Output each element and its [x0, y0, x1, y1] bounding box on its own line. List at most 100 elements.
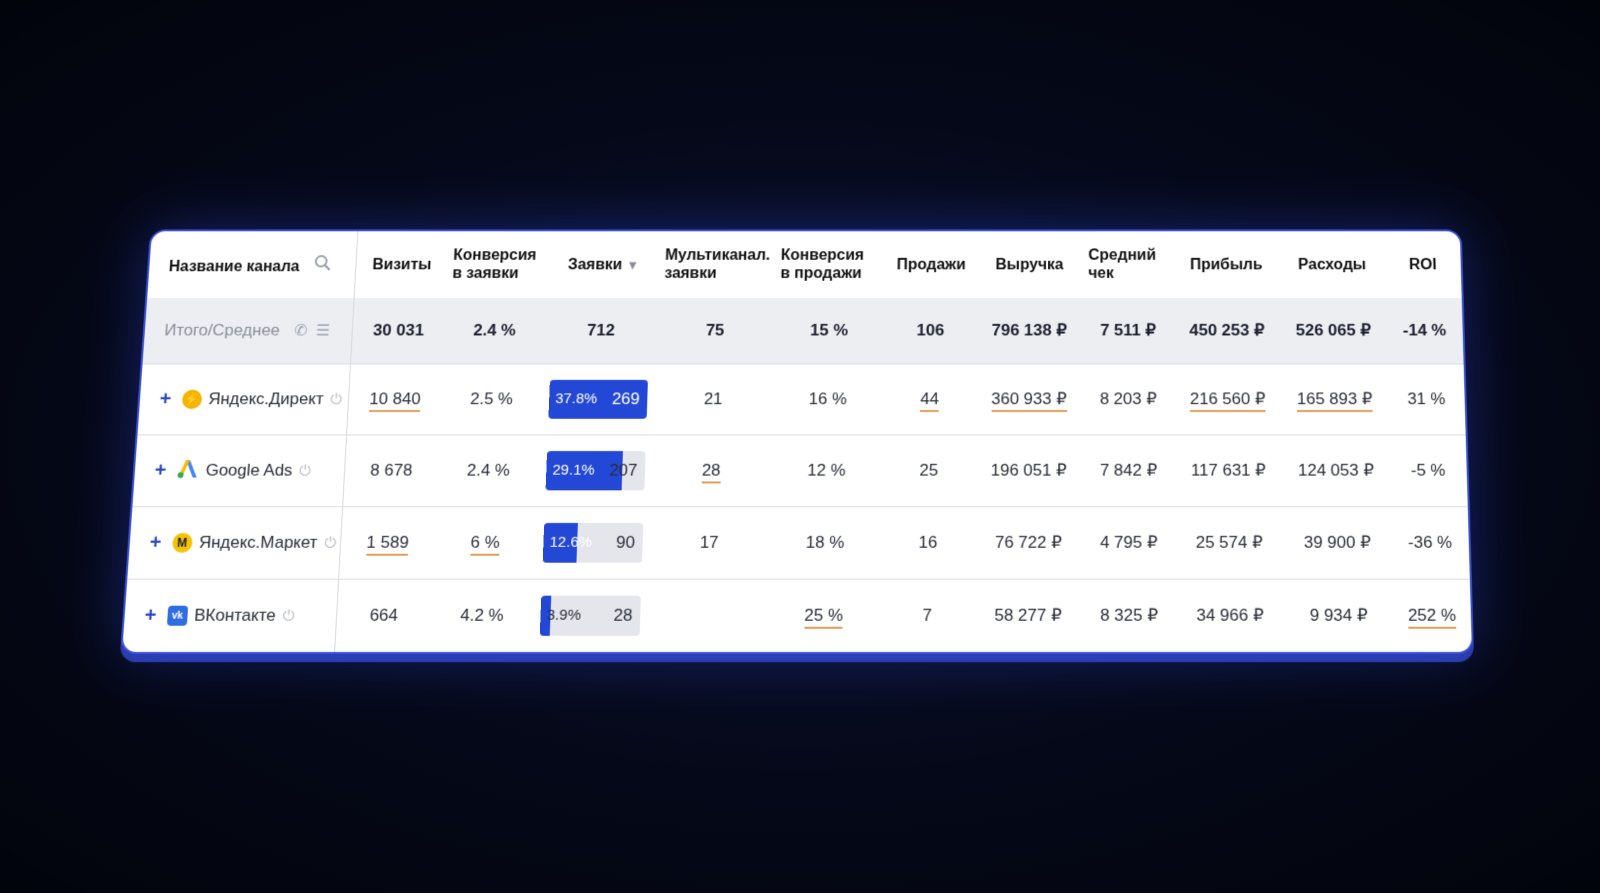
channels-table: Название канала Визиты Конверсия в заявки… — [122, 231, 1472, 652]
plug-icon[interactable]: ⏻ — [282, 607, 295, 624]
report-table-card: Название канала Визиты Конверсия в заявки… — [120, 229, 1474, 654]
total-multichannel: 75 — [656, 298, 774, 364]
avg-check-cell: 8 325 ₽ — [1083, 579, 1176, 652]
col-roi[interactable]: ROI — [1384, 231, 1461, 298]
conv-leads-cell: 4.2 % — [428, 579, 535, 652]
col-conv-leads[interactable]: Конверсия в заявки — [445, 231, 549, 298]
channel-name: Яндекс.Маркет — [198, 533, 318, 553]
total-revenue: 796 138 ₽ — [976, 298, 1083, 364]
total-leads: 712 — [544, 298, 658, 364]
col-conv-sales[interactable]: Конверсия в продажи — [774, 231, 886, 298]
profit-cell[interactable]: 216 560 ₽ — [1174, 364, 1282, 435]
sales-cell[interactable]: 44 — [883, 364, 976, 435]
table-row[interactable]: + M Яндекс.Маркет ⏻ 1 589 6 % 12.6% 90 — [127, 507, 1470, 580]
search-icon[interactable] — [313, 258, 331, 274]
total-label: Итого/Среднее — [164, 321, 281, 339]
leads-cell[interactable]: 37.8% 269 — [541, 364, 656, 435]
total-row: Итого/Среднее ✆ ☰ 30 031 2.4 % 712 75 15… — [143, 298, 1464, 364]
plug-icon[interactable]: ⏻ — [324, 534, 337, 551]
revenue-cell: 76 722 ₽ — [974, 507, 1082, 580]
conv-sales-cell: 16 % — [771, 364, 884, 435]
profit-cell: 25 574 ₽ — [1175, 507, 1284, 580]
channel-cell: + ⚡ Яндекс.Директ ⏻ — [138, 364, 351, 435]
leads-bar: 37.8% 269 — [549, 380, 649, 419]
col-sales[interactable]: Продажи — [885, 231, 977, 298]
total-expenses: 526 065 ₽ — [1280, 298, 1388, 364]
expenses-cell: 39 900 ₽ — [1283, 507, 1393, 580]
conv-leads-cell[interactable]: 6 % — [432, 507, 538, 580]
col-multichannel[interactable]: Мультиканал. заявки — [658, 231, 776, 298]
sales-cell: 25 — [882, 435, 975, 507]
plug-icon[interactable]: ⏻ — [330, 391, 343, 408]
phone-icon[interactable]: ✆ — [294, 323, 308, 339]
table-row[interactable]: + ⚡ Яндекс.Директ ⏻ 10 840 2.5 % 37.8% 2… — [138, 364, 1466, 435]
leads-bar: 12.6% 90 — [543, 523, 644, 563]
revenue-cell: 196 051 ₽ — [975, 435, 1083, 507]
conv-leads-value: 6 % — [470, 533, 500, 556]
leads-bar: 29.1% 207 — [546, 451, 646, 490]
revenue-cell[interactable]: 360 933 ₽ — [975, 364, 1082, 435]
col-roi-label: ROI — [1409, 256, 1437, 272]
leads-cell[interactable]: 29.1% 207 — [538, 435, 653, 507]
visits-cell[interactable]: 10 840 — [347, 364, 442, 435]
visits-cell: 8 678 — [343, 435, 439, 507]
sort-down-icon[interactable]: ▼ — [626, 257, 639, 271]
col-conv-leads-label-2: в заявки — [452, 266, 519, 282]
revenue-cell: 58 277 ₽ — [974, 579, 1083, 652]
col-avg-check[interactable]: Средний чек — [1082, 231, 1173, 298]
expand-icon[interactable]: + — [154, 459, 167, 482]
multichannel-cell: 21 — [653, 364, 772, 435]
channel-cell: + M Яндекс.Маркет ⏻ — [127, 507, 343, 580]
col-visits-label: Визиты — [372, 256, 432, 272]
col-conv-sales-label-1: Конверсия — [781, 247, 864, 263]
table-row[interactable]: + Google Ads ⏻ 8 678 2.4 % 2 — [132, 435, 1467, 507]
total-label-cell: Итого/Среднее ✆ ☰ — [143, 298, 355, 364]
col-profit[interactable]: Прибыль — [1173, 231, 1280, 298]
avg-check-cell: 4 795 ₽ — [1082, 507, 1175, 580]
multichannel-value: 28 — [701, 461, 720, 484]
conv-sales-cell[interactable]: 25 % — [766, 579, 881, 652]
list-icon[interactable]: ☰ — [315, 323, 330, 339]
channel-cell: + Google Ads ⏻ — [132, 435, 347, 507]
col-avg-check-label-1: Средний — [1088, 247, 1156, 263]
expand-icon[interactable]: + — [159, 388, 172, 410]
visits-cell[interactable]: 1 589 — [339, 507, 435, 580]
channel-cell: + vk ВКонтакте ⏻ — [122, 579, 339, 652]
channel-name: Яндекс.Директ — [208, 390, 324, 409]
conv-leads-cell: 2.5 % — [439, 364, 544, 435]
leads-cell[interactable]: 3.9% 28 — [532, 579, 649, 652]
col-visits[interactable]: Визиты — [354, 231, 448, 298]
col-channel[interactable]: Название канала — [147, 231, 358, 298]
col-leads-label: Заявки — [568, 256, 623, 272]
sales-value: 44 — [920, 390, 939, 412]
leads-value: 269 — [612, 390, 641, 409]
expenses-cell[interactable]: 165 893 ₽ — [1281, 364, 1389, 435]
total-conv-sales: 15 % — [773, 298, 886, 364]
roi-cell[interactable]: 252 % — [1392, 579, 1472, 652]
col-avg-check-label-2: чек — [1088, 266, 1113, 282]
col-leads[interactable]: Заявки ▼ — [547, 231, 660, 298]
conv-leads-cell: 2.4 % — [435, 435, 541, 507]
col-multichannel-label-1: Мультиканал. — [665, 247, 771, 263]
sales-cell: 7 — [880, 579, 974, 652]
leads-share: 37.8% — [555, 391, 597, 408]
col-revenue[interactable]: Выручка — [976, 231, 1082, 298]
table-row[interactable]: + vk ВКонтакте ⏻ 664 4.2 % 3.9% 28 — [122, 579, 1472, 652]
col-profit-label: Прибыль — [1190, 256, 1263, 272]
leads-share: 3.9% — [546, 607, 581, 624]
col-expenses-label: Расходы — [1298, 256, 1366, 272]
expand-icon[interactable]: + — [149, 531, 162, 554]
col-sales-label: Продажи — [897, 256, 966, 272]
revenue-value: 360 933 ₽ — [991, 390, 1067, 412]
roi-cell: -5 % — [1389, 435, 1468, 507]
plug-icon[interactable]: ⏻ — [299, 462, 312, 479]
multichannel-cell[interactable]: 28 — [651, 435, 771, 507]
col-conv-leads-label-1: Конверсия — [453, 247, 537, 263]
col-expenses[interactable]: Расходы — [1279, 231, 1386, 298]
leads-value: 28 — [613, 606, 633, 626]
col-conv-sales-label-2: в продажи — [780, 266, 861, 282]
leads-cell[interactable]: 12.6% 90 — [535, 507, 651, 580]
profit-value: 216 560 ₽ — [1190, 390, 1266, 412]
total-profit: 450 253 ₽ — [1173, 298, 1280, 364]
expand-icon[interactable]: + — [144, 604, 157, 627]
